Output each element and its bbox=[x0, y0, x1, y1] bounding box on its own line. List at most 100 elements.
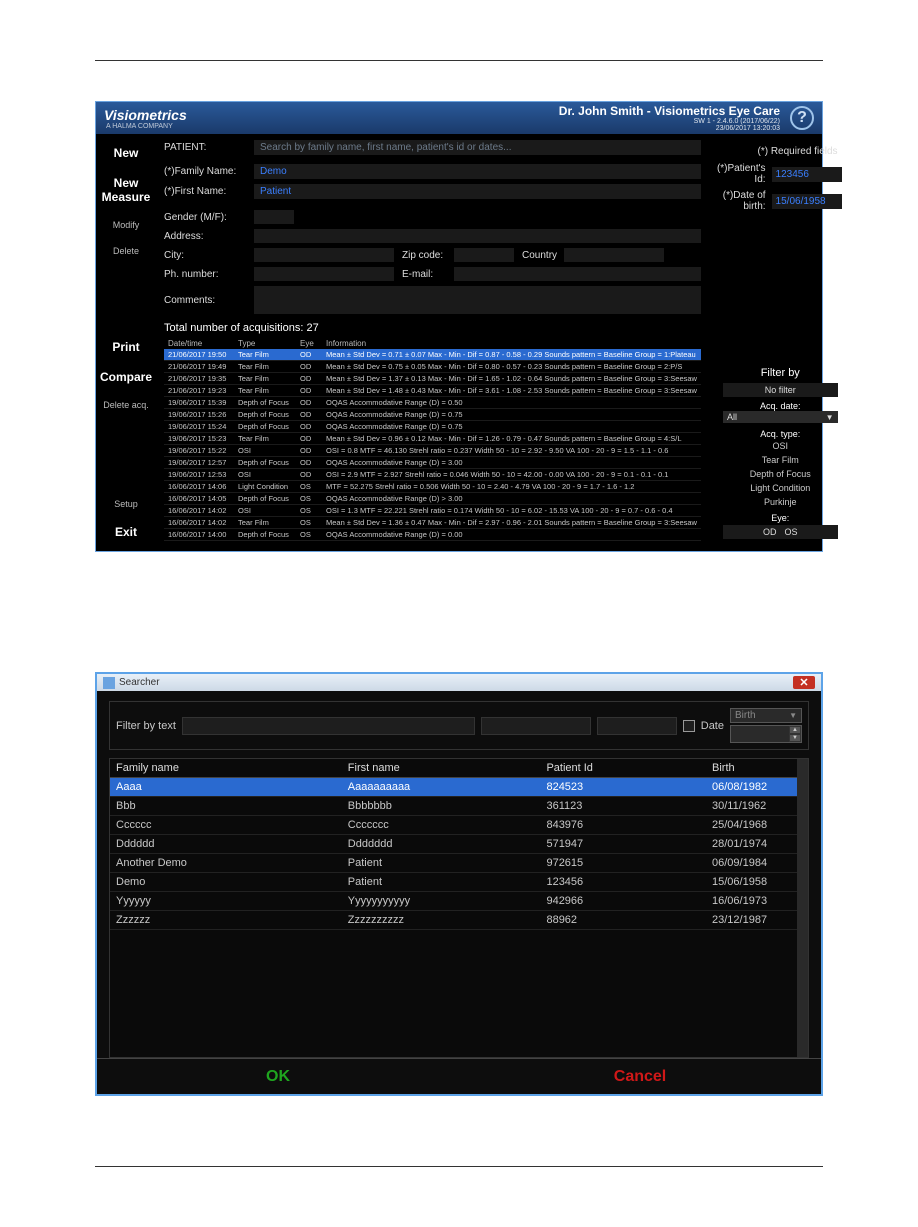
address-input[interactable] bbox=[254, 229, 701, 243]
result-family-name: Bbb bbox=[116, 800, 348, 812]
first-name-input[interactable]: Patient bbox=[254, 184, 701, 199]
filter-date-dropdown[interactable]: All ▼ bbox=[723, 411, 838, 423]
acq-row[interactable]: 19/06/2017 15:26Depth of FocusODOQAS Acc… bbox=[164, 409, 701, 421]
dialog-buttons: OK Cancel bbox=[97, 1058, 821, 1094]
acq-date: 16/06/2017 14:02 bbox=[164, 518, 234, 527]
main-body: New New Measure Modify Delete Print Comp… bbox=[96, 134, 822, 551]
scrollbar[interactable] bbox=[797, 759, 808, 1057]
brand-subtitle: A HALMA COMPANY bbox=[106, 123, 187, 130]
sw-datetime: 23/06/2017 13:20:03 bbox=[559, 125, 780, 132]
sidebar-new-button[interactable]: New bbox=[100, 142, 152, 164]
acq-eye: OD bbox=[296, 374, 322, 383]
acq-row[interactable]: 19/06/2017 15:23Tear FilmODMean ± Std De… bbox=[164, 433, 701, 445]
acq-row[interactable]: 16/06/2017 14:06Light ConditionOSMTF = 5… bbox=[164, 481, 701, 493]
family-name-input[interactable]: Demo bbox=[254, 164, 701, 179]
city-input[interactable] bbox=[254, 248, 394, 262]
acq-row[interactable]: 21/06/2017 19:23Tear FilmODMean ± Std De… bbox=[164, 385, 701, 397]
result-first-name: Patient bbox=[348, 876, 547, 888]
acq-row[interactable]: 19/06/2017 12:53OSIODOSI = 2.9 MTF = 2.9… bbox=[164, 469, 701, 481]
cancel-button[interactable]: Cancel bbox=[459, 1068, 821, 1086]
country-input[interactable] bbox=[564, 248, 664, 262]
acq-info: Mean ± Std Dev = 0.96 ± 0.12 Max - Min -… bbox=[322, 434, 701, 443]
acq-info: MTF = 52.275 Strehl ratio = 0.506 Width … bbox=[322, 482, 701, 491]
sidebar-setup-button[interactable]: Setup bbox=[100, 495, 152, 513]
chevron-down-icon: ▼ bbox=[789, 711, 797, 720]
window-icon bbox=[103, 677, 115, 689]
center-panel: PATIENT: Search by family name, first na… bbox=[156, 134, 709, 551]
acq-eye: OD bbox=[296, 398, 322, 407]
acq-eye: OD bbox=[296, 422, 322, 431]
filter-type-light-condition[interactable]: Light Condition bbox=[723, 481, 838, 495]
acq-type: Depth of Focus bbox=[234, 530, 296, 539]
acq-row[interactable]: 16/06/2017 14:00Depth of FocusOSOQAS Acc… bbox=[164, 529, 701, 541]
acq-date: 19/06/2017 15:24 bbox=[164, 422, 234, 431]
result-row[interactable]: BbbBbbbbbb36112330/11/1962 bbox=[110, 797, 808, 816]
comments-input[interactable] bbox=[254, 286, 701, 314]
acq-row[interactable]: 16/06/2017 14:02OSIOSOSI = 1.3 MTF = 22.… bbox=[164, 505, 701, 517]
phone-input[interactable] bbox=[254, 267, 394, 281]
filter-text-input-2[interactable] bbox=[481, 717, 591, 735]
acq-info: Mean ± Std Dev = 0.75 ± 0.05 Max - Min -… bbox=[322, 362, 701, 371]
spinner-down-icon[interactable]: ▼ bbox=[789, 734, 801, 742]
acq-type: OSI bbox=[234, 470, 296, 479]
result-row[interactable]: DemoPatient12345615/06/1958 bbox=[110, 873, 808, 892]
ok-button[interactable]: OK bbox=[97, 1068, 459, 1086]
filter-type-purkinje[interactable]: Purkinje bbox=[723, 495, 838, 509]
sidebar-compare-button[interactable]: Compare bbox=[100, 366, 152, 388]
acq-row[interactable]: 16/06/2017 14:02Tear FilmOSMean ± Std De… bbox=[164, 517, 701, 529]
email-input[interactable] bbox=[454, 267, 701, 281]
filter-text-input-1[interactable] bbox=[182, 717, 475, 735]
date-checkbox[interactable] bbox=[683, 720, 695, 732]
result-birth: 06/09/1984 bbox=[712, 857, 802, 869]
filter-type-tear-film[interactable]: Tear Film bbox=[723, 453, 838, 467]
help-icon[interactable]: ? bbox=[790, 106, 814, 130]
filter-no-filter[interactable]: No filter bbox=[723, 383, 838, 397]
zip-label: Zip code: bbox=[394, 250, 454, 261]
filter-acq-type-label: Acq. type: bbox=[723, 429, 838, 439]
filter-text-input-3[interactable] bbox=[597, 717, 677, 735]
result-row[interactable]: DdddddDdddddd57194728/01/1974 bbox=[110, 835, 808, 854]
results-list: Family name First name Patient Id Birth … bbox=[109, 758, 809, 1058]
app-header: Visiometrics A HALMA COMPANY Dr. John Sm… bbox=[96, 102, 822, 134]
filter-eye-od[interactable]: OD bbox=[763, 527, 777, 537]
patient-id-input[interactable]: 123456 bbox=[772, 167, 842, 182]
dob-label: (*)Date of birth: bbox=[717, 190, 766, 212]
result-patient-id: 123456 bbox=[546, 876, 712, 888]
filter-type-depth-of-focus[interactable]: Depth of Focus bbox=[723, 467, 838, 481]
result-row[interactable]: AaaaAaaaaaaaaa82452306/08/1982 bbox=[110, 778, 808, 797]
result-row[interactable]: Another DemoPatient97261506/09/1984 bbox=[110, 854, 808, 873]
date-spinbox[interactable]: ▲ ▼ bbox=[730, 725, 802, 743]
sidebar-print-button[interactable]: Print bbox=[100, 336, 152, 358]
date-type-dropdown[interactable]: Birth ▼ bbox=[730, 708, 802, 723]
dob-input[interactable]: 15/06/1958 bbox=[772, 194, 842, 209]
result-patient-id: 824523 bbox=[546, 781, 712, 793]
spinner-up-icon[interactable]: ▲ bbox=[789, 726, 801, 734]
zip-input[interactable] bbox=[454, 248, 514, 262]
acq-row[interactable]: 19/06/2017 15:22OSIODOSI = 0.8 MTF = 46.… bbox=[164, 445, 701, 457]
result-row[interactable]: YyyyyyYyyyyyyyyyy94296616/06/1973 bbox=[110, 892, 808, 911]
acq-row[interactable]: 21/06/2017 19:35Tear FilmODMean ± Std De… bbox=[164, 373, 701, 385]
searcher-window: Searcher ✕ Filter by text Date Birth ▼ ▲… bbox=[95, 672, 823, 1096]
acq-row[interactable]: 19/06/2017 12:57Depth of FocusODOQAS Acc… bbox=[164, 457, 701, 469]
filter-eye-os[interactable]: OS bbox=[784, 527, 797, 537]
sidebar-exit-button[interactable]: Exit bbox=[100, 521, 152, 543]
gender-input[interactable] bbox=[254, 210, 294, 224]
patient-search-input[interactable]: Search by family name, first name, patie… bbox=[254, 140, 701, 155]
acq-row[interactable]: 19/06/2017 15:24Depth of FocusODOQAS Acc… bbox=[164, 421, 701, 433]
sidebar-delete-acq-button[interactable]: Delete acq. bbox=[100, 396, 152, 414]
sidebar-modify-button[interactable]: Modify bbox=[100, 216, 152, 234]
filter-type-osi[interactable]: OSI bbox=[723, 439, 838, 453]
sidebar-delete-button[interactable]: Delete bbox=[100, 242, 152, 260]
result-family-name: Cccccc bbox=[116, 819, 348, 831]
acq-row[interactable]: 16/06/2017 14:05Depth of FocusOSOQAS Acc… bbox=[164, 493, 701, 505]
result-row[interactable]: CcccccCcccccc84397625/04/1968 bbox=[110, 816, 808, 835]
sidebar-new-measure-button[interactable]: New Measure bbox=[100, 172, 152, 208]
close-icon[interactable]: ✕ bbox=[793, 676, 815, 689]
acq-eye: OD bbox=[296, 446, 322, 455]
filter-panel: Filter by No filter Acq. date: All ▼ Acq… bbox=[717, 361, 842, 545]
acq-row[interactable]: 21/06/2017 19:49Tear FilmODMean ± Std De… bbox=[164, 361, 701, 373]
acq-row[interactable]: 21/06/2017 19:50Tear FilmODMean ± Std De… bbox=[164, 349, 701, 361]
doctor-name: Dr. John Smith - Visiometrics Eye Care bbox=[559, 104, 780, 118]
result-row[interactable]: ZzzzzzZzzzzzzzzz8896223/12/1987 bbox=[110, 911, 808, 930]
acq-row[interactable]: 19/06/2017 15:39Depth of FocusODOQAS Acc… bbox=[164, 397, 701, 409]
